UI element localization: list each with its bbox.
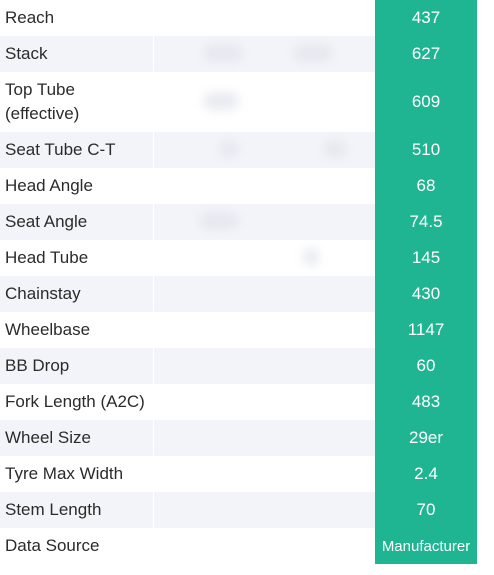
- obscured-cell: [153, 204, 375, 240]
- obscured-cell: [153, 36, 375, 72]
- row-label: Fork Length (A2C): [5, 392, 145, 411]
- table-row: Head Tube 145: [0, 240, 494, 276]
- row-value: 627: [375, 36, 477, 72]
- table-row: Seat Angle 74.5: [0, 204, 494, 240]
- row-value: 29er: [375, 420, 477, 456]
- row-value: 483: [375, 384, 477, 420]
- row-value: 609: [375, 72, 477, 132]
- table-row: Wheelbase 1147: [0, 312, 494, 348]
- obscured-cell: [153, 312, 375, 348]
- row-value: 68: [375, 168, 477, 204]
- table-row: Fork Length (A2C) 483: [0, 384, 494, 420]
- row-label: Chainstay: [0, 276, 153, 312]
- table-row: Chainstay 430: [0, 276, 494, 312]
- row-label: Stack: [0, 36, 153, 72]
- obscured-cell: [153, 492, 375, 528]
- table-row: Head Angle 68: [0, 168, 494, 204]
- obscured-cell: [153, 0, 375, 36]
- obscured-cell: [153, 132, 375, 168]
- row-label: Seat Tube C-T: [0, 132, 153, 168]
- right-gutter: [477, 0, 494, 575]
- table-row: Data Source Manufacturer: [0, 528, 494, 564]
- obscured-cell: [153, 420, 375, 456]
- row-value: 74.5: [375, 204, 477, 240]
- row-value: 430: [375, 276, 477, 312]
- row-value: 1147: [375, 312, 477, 348]
- row-value: 510: [375, 132, 477, 168]
- table-row: BB Drop 60: [0, 348, 494, 384]
- row-label: Top Tube (effective): [5, 80, 80, 123]
- row-label: Head Tube: [5, 248, 89, 267]
- row-value: 437: [375, 0, 477, 36]
- table-row: Wheel Size 29er: [0, 420, 494, 456]
- obscured-cell: [153, 528, 375, 564]
- obscured-cell: [153, 384, 375, 420]
- obscured-cell: [153, 240, 375, 276]
- row-value: 145: [375, 240, 477, 276]
- row-label: BB Drop: [0, 348, 153, 384]
- row-label: Tyre Max Width: [5, 464, 124, 483]
- row-value: 60: [375, 348, 477, 384]
- table-row: Tyre Max Width 2.4: [0, 456, 494, 492]
- row-label: Data Source: [5, 536, 100, 555]
- row-label: Head Angle: [5, 176, 93, 195]
- table-row: Top Tube (effective) 609: [0, 72, 494, 132]
- table-row: Stem Length 70: [0, 492, 494, 528]
- obscured-cell: [153, 348, 375, 384]
- column-divider: [153, 0, 154, 565]
- obscured-cell: [153, 276, 375, 312]
- obscured-cell: [153, 168, 375, 204]
- table-row: Seat Tube C-T 510: [0, 132, 494, 168]
- row-value: Manufacturer: [375, 528, 477, 564]
- row-value: 2.4: [375, 456, 477, 492]
- row-label: Wheel Size: [0, 420, 153, 456]
- row-value: 70: [375, 492, 477, 528]
- table-row: Reach 437: [0, 0, 494, 36]
- obscured-cell: [153, 72, 375, 132]
- row-label: Reach: [5, 8, 55, 27]
- row-label: Stem Length: [0, 492, 153, 528]
- row-label: Seat Angle: [0, 204, 153, 240]
- row-label: Wheelbase: [5, 320, 91, 339]
- table-row: Stack 627: [0, 36, 494, 72]
- obscured-cell: [153, 456, 375, 492]
